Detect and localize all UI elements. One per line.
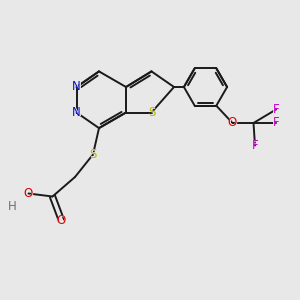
- Text: N: N: [72, 106, 81, 119]
- Text: H: H: [8, 200, 17, 214]
- Text: F: F: [252, 139, 258, 152]
- Text: F: F: [273, 103, 279, 116]
- Text: O: O: [23, 187, 34, 200]
- Text: S: S: [89, 148, 97, 161]
- Text: F: F: [272, 116, 280, 130]
- Text: S: S: [148, 106, 155, 119]
- Text: N: N: [71, 106, 82, 119]
- Text: S: S: [147, 106, 156, 119]
- Text: F: F: [273, 116, 279, 130]
- Text: F: F: [251, 139, 259, 152]
- Text: O: O: [228, 116, 237, 130]
- Text: S: S: [89, 148, 97, 161]
- Text: H: H: [8, 200, 17, 214]
- Text: N: N: [71, 80, 82, 94]
- Text: F: F: [272, 103, 280, 116]
- Text: N: N: [72, 80, 81, 94]
- Text: O: O: [56, 214, 67, 227]
- Text: O: O: [24, 187, 33, 200]
- Text: O: O: [227, 116, 238, 130]
- Text: O: O: [57, 214, 66, 227]
